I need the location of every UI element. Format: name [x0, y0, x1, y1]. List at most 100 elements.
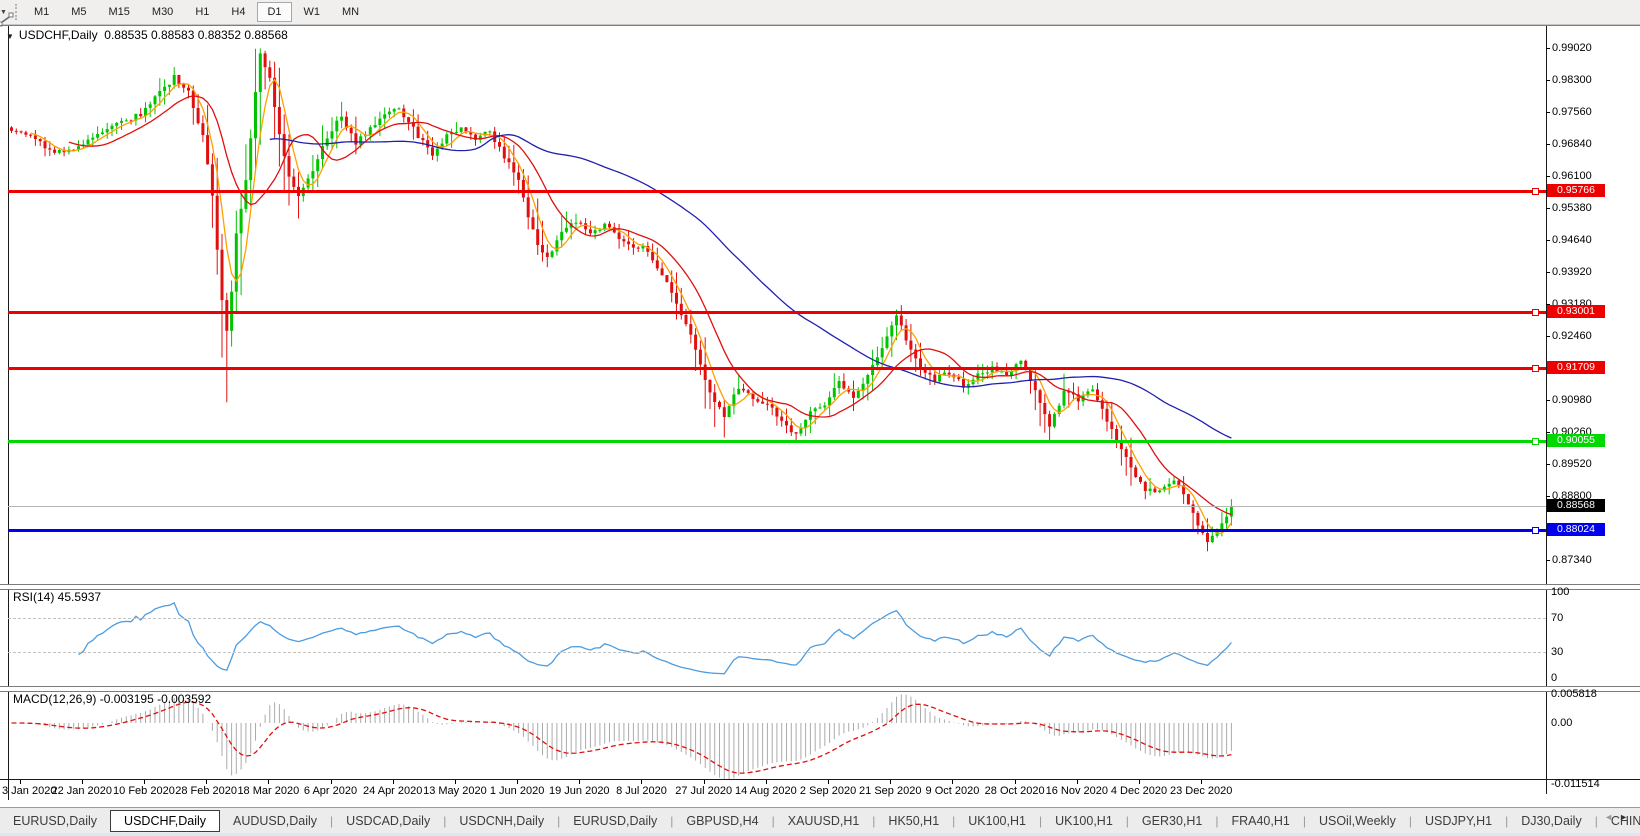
horizontal-line-resistance-0.91709[interactable]: [8, 367, 1546, 371]
price-tick-mark: [1546, 207, 1550, 209]
date-tick-mark: [828, 780, 830, 784]
tab-scroll-left-icon[interactable]: ◄: [1604, 812, 1620, 822]
chart-tab-uk100-h1[interactable]: UK100,H1: [1055, 814, 1113, 828]
tab-separator: |: [557, 814, 561, 828]
toolbar-grip[interactable]: [14, 4, 17, 20]
macd-scale-top: 0.005818: [1551, 688, 1597, 700]
date-tick-mark: [1201, 780, 1203, 784]
price-tick-mark: [1546, 143, 1550, 145]
timeframe-button-h1[interactable]: H1: [195, 6, 210, 18]
timeframe-button-h4[interactable]: H4: [231, 6, 246, 18]
timeframe-button-d1[interactable]: D1: [257, 2, 292, 22]
date-tick-mark: [143, 780, 145, 784]
chart-tab-usoil-weekly[interactable]: USOil,Weekly: [1318, 814, 1396, 828]
date-tick-mark: [952, 780, 954, 784]
timeframe-button-w1[interactable]: W1: [303, 6, 321, 18]
chart-tab-uk100-h1[interactable]: UK100,H1: [968, 814, 1026, 828]
date-tick-label: 28 Oct 2020: [984, 785, 1045, 797]
chart-tab-xauusd-h1[interactable]: XAUUSD,H1: [787, 814, 860, 828]
chevron-down-icon[interactable]: ▼: [0, 8, 7, 16]
chart-window-top-border: [0, 25, 1640, 26]
line-handle[interactable]: [1532, 308, 1539, 316]
chart-tab-usdjpy-h1[interactable]: USDJPY,H1: [1424, 814, 1493, 828]
date-tick-mark: [703, 780, 705, 784]
date-tick-mark: [330, 780, 332, 784]
rsi-label: RSI(14) 45.5937: [13, 590, 102, 604]
tab-separator: |: [952, 814, 956, 828]
date-tick-mark: [206, 780, 208, 784]
line-price-tag: 0.88024: [1547, 523, 1605, 537]
price-tick-mark: [1546, 335, 1550, 337]
line-handle[interactable]: [1532, 437, 1539, 445]
date-tick-mark: [1076, 780, 1078, 784]
price-tick-label: 0.89520: [1552, 458, 1592, 471]
splitter-rsi-macd[interactable]: [0, 686, 1640, 692]
price-tick-label: 0.88800: [1552, 490, 1592, 502]
horizontal-line-support-0.88024[interactable]: [8, 529, 1546, 533]
price-tick-mark: [1546, 240, 1550, 241]
price-tick-mark: [1546, 432, 1550, 433]
chart-tab-china300-h1[interactable]: CHINA300,H1: [1610, 814, 1640, 828]
timeframe-button-m15[interactable]: M15: [108, 6, 130, 18]
current-price-line: [8, 506, 1546, 508]
splitter-main-rsi[interactable]: [0, 584, 1640, 590]
tab-separator: |: [872, 814, 876, 828]
date-tick-mark: [392, 780, 394, 784]
tab-scroll-arrows: ◄►: [1604, 812, 1634, 822]
tab-separator: |: [1125, 814, 1129, 828]
collapse-icon[interactable]: ▼: [6, 32, 14, 41]
line-tool-button[interactable]: ▼: [0, 0, 14, 27]
timeframe-button-m5[interactable]: M5: [71, 6, 87, 18]
timeframe-toolbar: ▼ M1 M5 M15 M30 H1 H4 D1 W1 MN: [0, 0, 1640, 27]
chart-tab-hk50-h1[interactable]: HK50,H1: [888, 814, 940, 828]
price-axis-border: [1546, 26, 1547, 794]
price-tick-label: 0.97560: [1552, 106, 1592, 118]
date-tick-label: 16 Nov 2020: [1045, 785, 1109, 797]
date-tick-label: 18 Mar 2020: [237, 785, 300, 797]
tab-scroll-right-icon[interactable]: ►: [1619, 812, 1634, 822]
chart-tab-audusd-daily[interactable]: AUDUSD,Daily: [233, 814, 318, 828]
date-tick-mark: [268, 780, 270, 784]
tab-separator: |: [1594, 814, 1598, 828]
main-chart-canvas[interactable]: [8, 41, 1546, 583]
chart-tab-eurusd-daily[interactable]: EURUSD,Daily: [573, 814, 658, 828]
price-tick-label: 0.90980: [1552, 394, 1592, 407]
line-handle[interactable]: [1532, 365, 1539, 373]
chart-tab-dj30-daily[interactable]: DJ30,Daily: [1521, 814, 1582, 828]
timeframe-button-mn[interactable]: MN: [342, 6, 360, 18]
chart-tab-ger30-h1[interactable]: GER30,H1: [1141, 814, 1203, 828]
tab-separator: |: [771, 814, 775, 828]
date-tick-label: 4 Dec 2020: [1110, 785, 1168, 797]
macd-canvas[interactable]: [8, 691, 1546, 779]
chart-tab-usdcad-daily[interactable]: USDCAD,Daily: [346, 814, 431, 828]
horizontal-line-resistance-0.93001[interactable]: [8, 310, 1546, 314]
timeframe-button-m30[interactable]: M30: [151, 6, 174, 18]
date-tick-mark: [765, 780, 767, 784]
date-tick-label: 27 Jul 2020: [675, 785, 733, 797]
horizontal-line-support-0.90055[interactable]: [8, 439, 1546, 443]
macd-scale-zero: 0.00: [1551, 717, 1573, 729]
horizontal-line-resistance-0.95766[interactable]: [8, 189, 1546, 193]
chart-tab-fra40-h1[interactable]: FRA40,H1: [1231, 814, 1290, 828]
chart-tab-gbpusd-h4[interactable]: GBPUSD,H4: [686, 814, 759, 828]
date-tick-mark: [579, 780, 581, 784]
chart-tab-eurusd-daily[interactable]: EURUSD,Daily: [13, 814, 98, 828]
chart-tab-usdchf-daily[interactable]: USDCHF,Daily: [110, 810, 220, 832]
timeframe-button-m1[interactable]: M1: [33, 6, 50, 18]
chart-tab-usdcnh-daily[interactable]: USDCNH,Daily: [459, 814, 545, 828]
line-price-tag: 0.95766: [1547, 183, 1605, 197]
line-handle[interactable]: [1532, 527, 1539, 535]
tab-separator: |: [330, 814, 334, 828]
rsi-canvas[interactable]: [8, 589, 1546, 686]
tab-separator: |: [670, 814, 674, 828]
date-tick-label: 19 Jun 2020: [549, 785, 610, 797]
macd-bottom-border: [0, 779, 1640, 780]
line-handle[interactable]: [1532, 187, 1539, 195]
line-price-tag: 0.91709: [1547, 361, 1605, 375]
tab-separator: |: [443, 814, 447, 828]
price-tick-mark: [1546, 496, 1550, 497]
price-tick-label: 0.96100: [1552, 170, 1592, 182]
rsi-level-30-line: [8, 652, 1546, 654]
rsi-level-70-line: [8, 617, 1546, 619]
macd-label: MACD(12,26,9) -0.003195 -0.003592: [13, 692, 212, 706]
